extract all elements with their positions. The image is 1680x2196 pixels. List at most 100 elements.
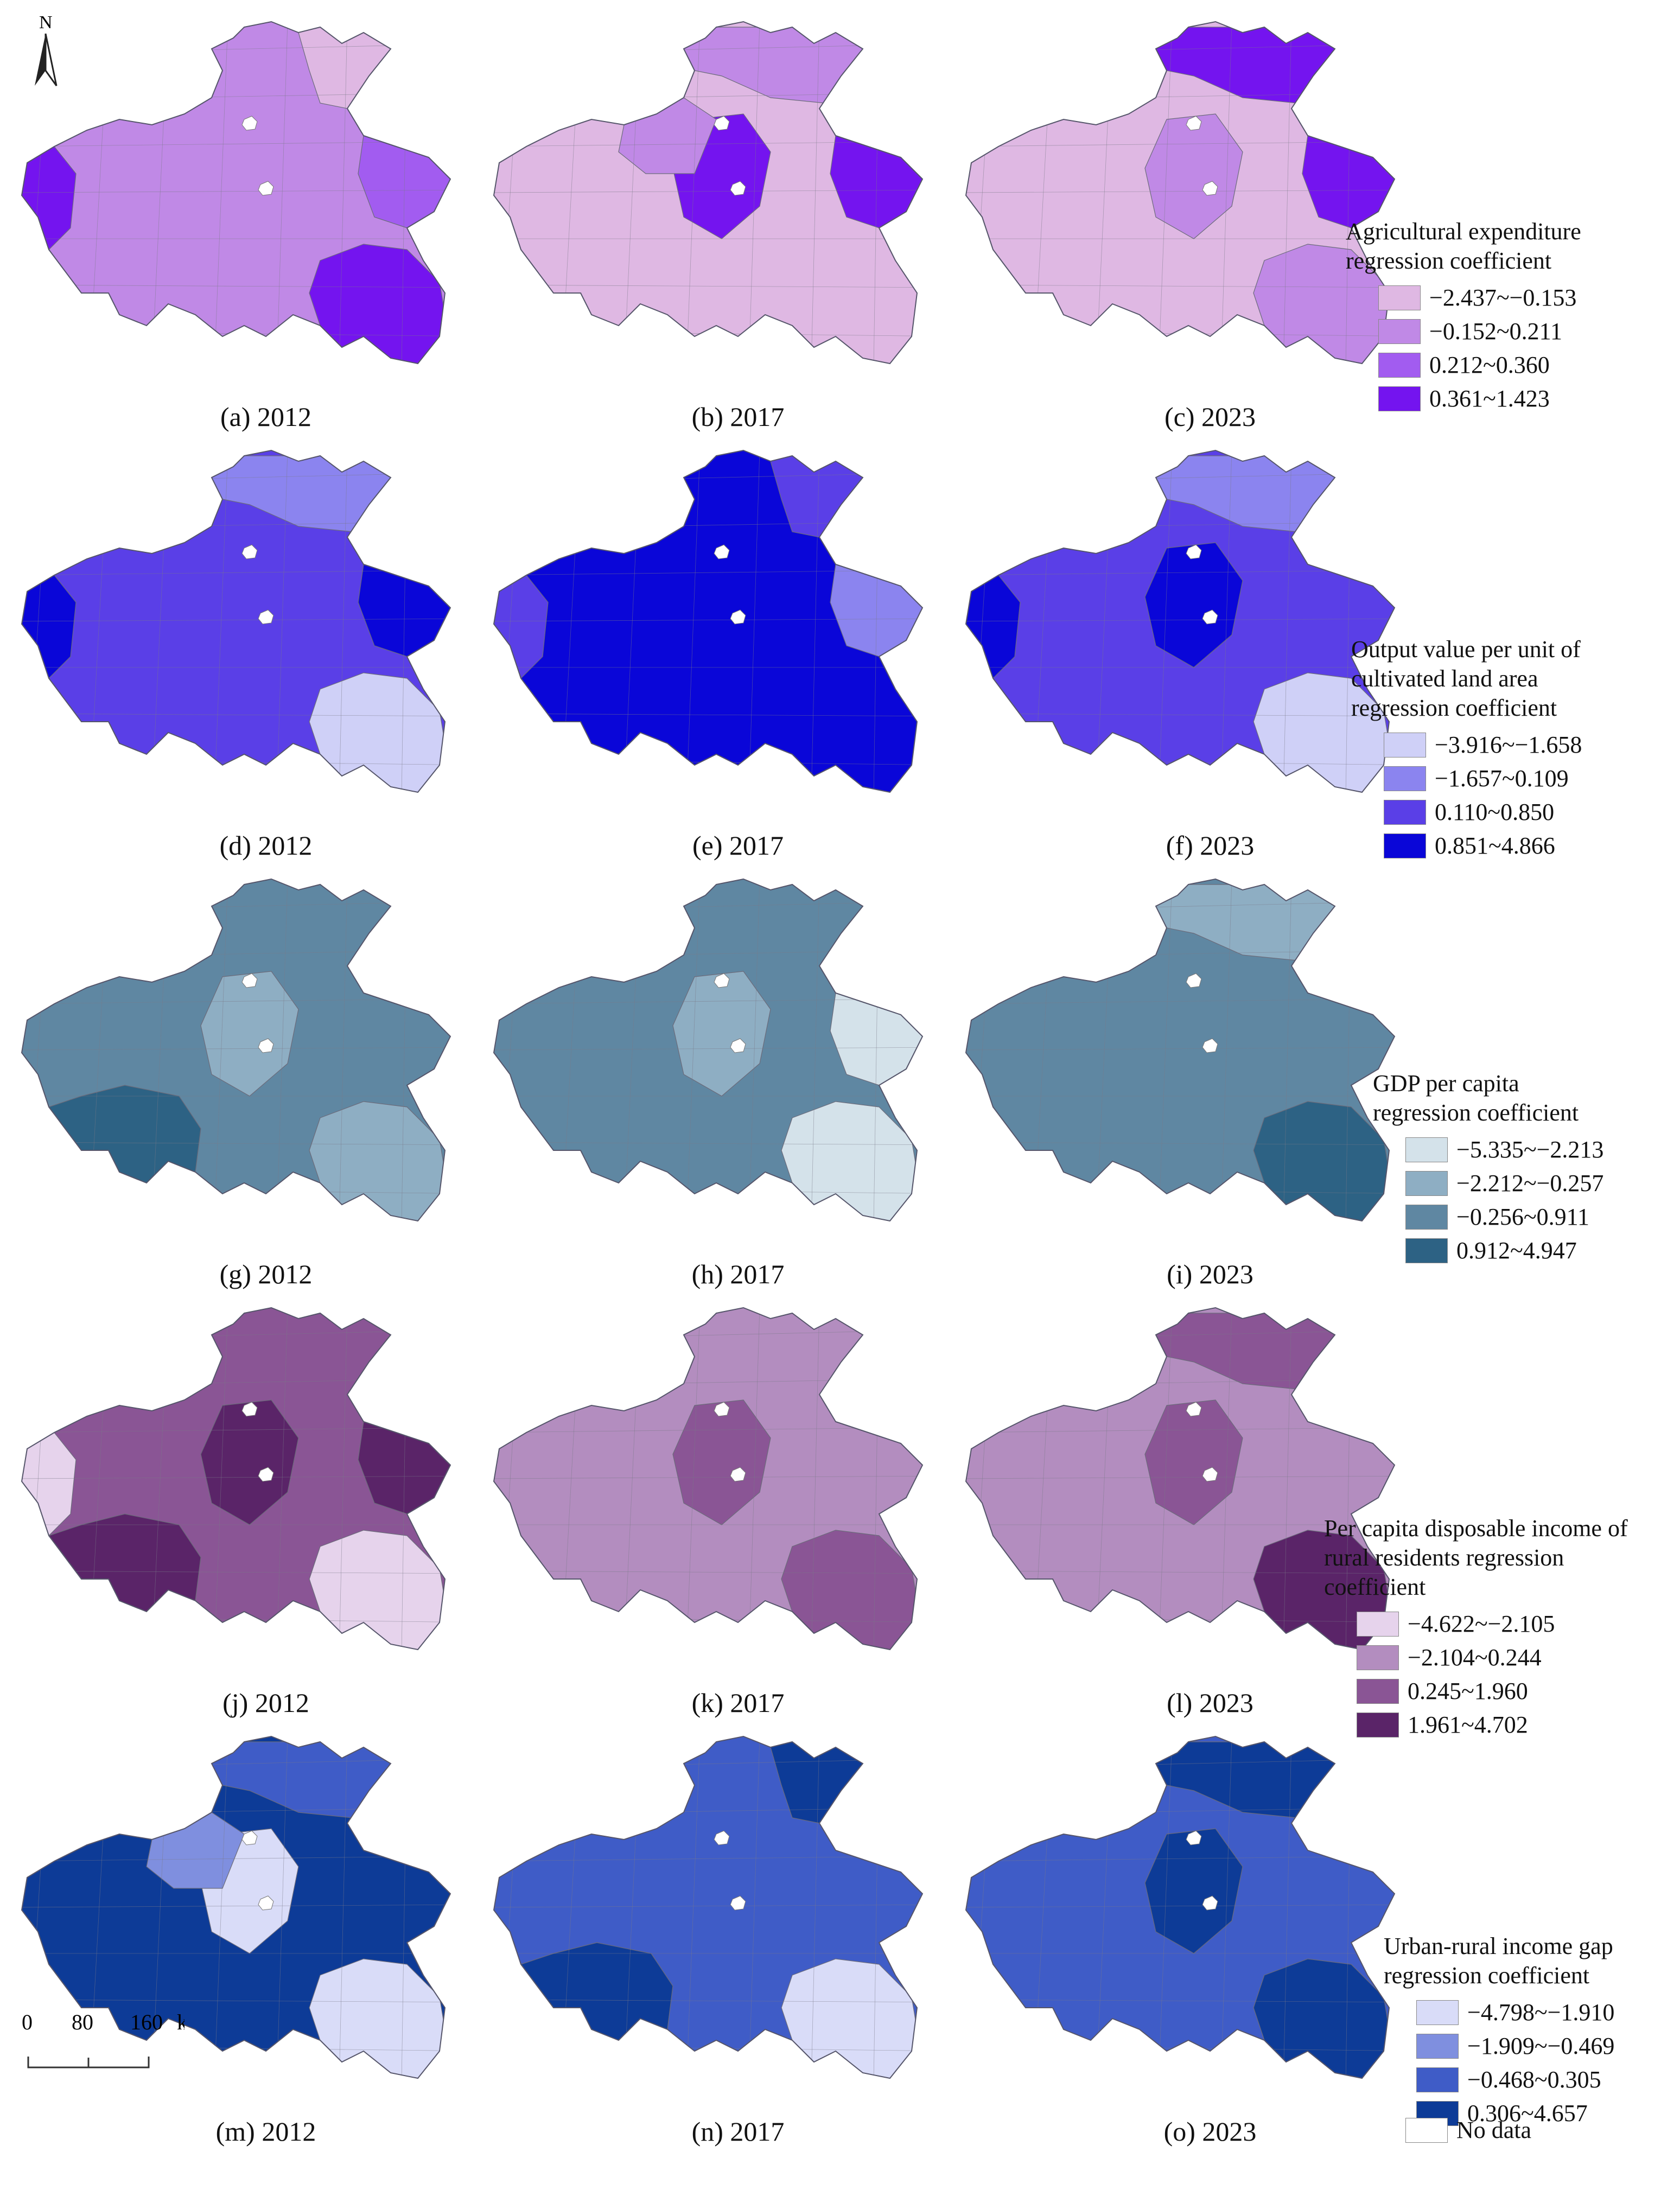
county-cluster-sw: [48, 1513, 201, 1612]
legend-label: −1.909~−0.469: [1467, 2033, 1615, 2059]
county-boundary: [494, 1142, 922, 1145]
legend-item: −4.622~−2.105: [1357, 1607, 1628, 1641]
map-canvas: [965, 1307, 1396, 1651]
county-boundary: [22, 1142, 450, 1145]
legend-swatch: [1357, 1713, 1399, 1737]
legend-swatch: [1378, 285, 1421, 310]
no-data-area: [714, 116, 730, 131]
legend-title: Agricultural expenditure regression coeff…: [1346, 217, 1581, 276]
county-boundary: [966, 1904, 1395, 1908]
legend-swatch: [1378, 353, 1421, 378]
choropleth-map: [960, 440, 1427, 809]
panel-caption: (k) 2017: [691, 1688, 785, 1718]
scale-bar: 0 80 160 km: [22, 2008, 205, 2078]
county-boundary: [339, 450, 348, 792]
county-boundary: [1220, 879, 1232, 1221]
county-boundary: [966, 284, 1395, 288]
legend-label: −0.468~0.305: [1467, 2066, 1601, 2093]
county-boundary: [748, 1308, 760, 1650]
legend-swatch: [1378, 386, 1421, 411]
county-boundary: [686, 1736, 701, 2078]
panel-caption: (j) 2012: [222, 1688, 309, 1718]
legend-swatch: [1384, 800, 1426, 825]
scale-tick-160: 160: [130, 2010, 163, 2034]
county-boundary: [22, 284, 450, 288]
legend-item: −4.798~−1.910: [1416, 1996, 1614, 2029]
no-data-area: [241, 1402, 258, 1417]
no-data-area: [730, 1895, 746, 1911]
legend-title-line: cultivated land area: [1351, 665, 1538, 692]
county-boundary: [494, 189, 922, 193]
legend-swatch: [1384, 833, 1426, 858]
legend-swatch: [1405, 1205, 1448, 1230]
county-boundary: [748, 22, 760, 364]
county-boundary: [22, 1904, 450, 1908]
no-data-area: [241, 1830, 258, 1845]
county-boundary: [1158, 450, 1173, 792]
legend-item: −2.437~−0.153: [1378, 281, 1581, 315]
county-boundary: [1158, 22, 1173, 364]
legend-label: −2.212~−0.257: [1456, 1170, 1604, 1196]
choropleth-map: [488, 1726, 955, 2095]
legend-label: −5.335~−2.213: [1456, 1136, 1604, 1163]
no-data-area: [241, 973, 258, 988]
county-boundary: [811, 1736, 820, 2078]
legend-no-data: No data: [1405, 2116, 1531, 2144]
legend-item: −0.468~0.305: [1416, 2063, 1614, 2097]
legend-label: −2.104~0.244: [1408, 1644, 1542, 1671]
county-boundary: [214, 1308, 228, 1650]
county-boundary: [811, 22, 820, 364]
county-boundary: [748, 879, 760, 1221]
county-boundary: [22, 618, 450, 622]
county-boundary: [686, 1308, 701, 1650]
legend-item: −1.909~−0.469: [1416, 2029, 1614, 2063]
province-outline: [493, 449, 924, 793]
county-boundary: [494, 713, 922, 717]
panel-caption: (e) 2017: [692, 830, 784, 861]
panel-caption: (l) 2023: [1167, 1688, 1253, 1718]
legend-label: 1.961~4.702: [1408, 1711, 1528, 1738]
legend-item: −2.104~0.244: [1357, 1641, 1628, 1675]
map-canvas: [493, 449, 924, 793]
no-data-area: [241, 116, 258, 131]
county-cluster-center: [672, 1399, 771, 1525]
county-boundary: [494, 1904, 922, 1908]
county-boundary: [339, 1308, 348, 1650]
legend-swatch: [1416, 2000, 1459, 2025]
no-data-area: [258, 609, 274, 625]
county-boundary: [339, 1736, 348, 2078]
legend-title-line: rural residents regression: [1324, 1544, 1564, 1571]
county-boundary: [966, 1570, 1395, 1574]
county-boundary: [214, 1736, 228, 2078]
scale-unit: km: [177, 2010, 184, 2034]
map-canvas: [965, 449, 1396, 793]
county-cluster-sw: [48, 1085, 201, 1183]
legend-swatch: [1384, 733, 1426, 758]
map-canvas: [493, 1735, 924, 2079]
province-outline: [493, 21, 924, 365]
county-boundary: [214, 22, 228, 364]
legend-title-line: coefficient: [1324, 1574, 1426, 1600]
legend-item: 1.961~4.702: [1357, 1708, 1628, 1742]
no-data-area: [714, 1402, 730, 1417]
legend-swatch: [1357, 1645, 1399, 1670]
no-data-area: [241, 544, 258, 559]
choropleth-map: [16, 11, 483, 380]
panel-caption: (i) 2023: [1167, 1259, 1253, 1289]
panel-caption: (h) 2017: [691, 1259, 785, 1289]
no-data-area: [258, 1467, 274, 1482]
county-boundary: [339, 22, 348, 364]
no-data-area: [714, 544, 730, 559]
legend-label: −0.256~0.911: [1456, 1204, 1589, 1230]
county-boundary: [214, 879, 228, 1221]
legend-title: Per capita disposable income of rural res…: [1324, 1514, 1628, 1602]
no-data-area: [714, 1830, 730, 1845]
county-cluster-center: [672, 971, 771, 1097]
county-boundary: [214, 450, 228, 792]
county-boundary: [748, 1736, 760, 2078]
panel-caption: (b) 2017: [691, 402, 785, 432]
panel-caption: (n) 2017: [691, 2116, 785, 2147]
panel-caption: (f) 2023: [1166, 830, 1255, 861]
county-boundary: [494, 1047, 922, 1051]
map-canvas: [493, 21, 924, 365]
